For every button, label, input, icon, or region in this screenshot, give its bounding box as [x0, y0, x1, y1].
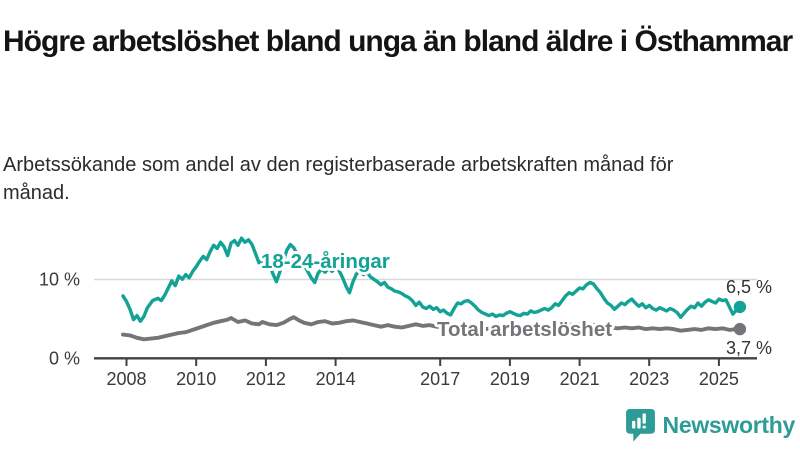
- end-value-label-total: 3,7 %: [726, 338, 772, 358]
- x-tick-label: 2017: [420, 369, 460, 389]
- x-tick-label: 2010: [176, 369, 216, 389]
- x-axis-ticks: [125, 358, 720, 366]
- series-lines: [121, 236, 747, 342]
- x-tick-label: 2019: [490, 369, 530, 389]
- series-line-total: [121, 315, 742, 342]
- x-tick-label: 2012: [246, 369, 286, 389]
- series-label-youth: 18-24-åringar: [261, 250, 390, 273]
- series-end-dot-total: [733, 322, 747, 336]
- newsworthy-bubble-chart-icon: [625, 409, 655, 442]
- y-tick-label-10: 10 %: [39, 270, 80, 290]
- series-end-dot-youth: [733, 300, 747, 314]
- page-title: Högre arbetslöshet bland unga än bland ä…: [3, 25, 793, 59]
- chart-subtitle: Arbetssökande som andel av den registerb…: [3, 154, 674, 204]
- x-tick-label: 2025: [699, 369, 739, 389]
- x-tick-label: 2008: [106, 369, 146, 389]
- x-tick-label: 2023: [629, 369, 669, 389]
- newsworthy-logo[interactable]: Newsworthy: [625, 409, 796, 442]
- end-value-label-youth: 6,5 %: [726, 277, 772, 297]
- series-line-youth: [121, 236, 742, 323]
- newsworthy-logo-text: Newsworthy: [662, 412, 796, 438]
- y-tick-label-0: 0 %: [49, 349, 80, 369]
- x-tick-label: 2014: [316, 369, 356, 389]
- series-label-total: Total arbetslöshet: [437, 318, 612, 341]
- x-tick-label: 2021: [560, 369, 600, 389]
